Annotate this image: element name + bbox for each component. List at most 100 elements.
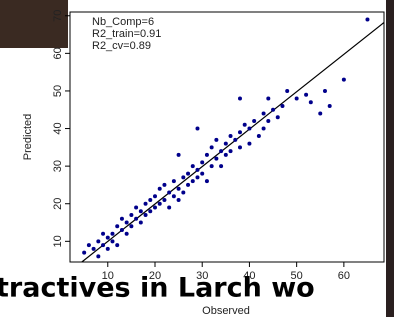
point — [304, 93, 308, 97]
point — [148, 209, 152, 213]
point — [186, 183, 190, 187]
point — [101, 232, 105, 236]
point — [195, 175, 199, 179]
point — [285, 89, 289, 93]
point — [219, 149, 223, 153]
point — [214, 138, 218, 142]
overlay-text: tractives in Larch wo — [0, 273, 315, 304]
point — [110, 239, 114, 243]
point — [172, 194, 176, 198]
point — [144, 202, 148, 206]
point — [262, 112, 266, 116]
point — [162, 183, 166, 187]
point — [210, 164, 214, 168]
annotation: R2_cv=0.89 — [92, 40, 151, 52]
point — [167, 190, 171, 194]
point — [205, 179, 209, 183]
point — [120, 228, 124, 232]
annotation: Nb_Comp=6 — [92, 16, 154, 28]
point — [110, 232, 114, 236]
point — [200, 160, 204, 164]
point — [238, 130, 242, 134]
point — [167, 205, 171, 209]
point — [243, 123, 247, 127]
point — [191, 164, 195, 168]
point — [224, 153, 228, 157]
point — [229, 149, 233, 153]
point — [280, 104, 284, 108]
point — [96, 254, 100, 258]
point — [318, 112, 322, 116]
point — [181, 190, 185, 194]
point — [238, 96, 242, 100]
point — [309, 100, 313, 104]
point — [144, 213, 148, 217]
y-tick-label: 70 — [52, 10, 64, 22]
point — [181, 175, 185, 179]
point — [238, 145, 242, 149]
point — [247, 127, 251, 131]
point — [158, 202, 162, 206]
point — [125, 232, 129, 236]
chart: Nb_Comp=6 R2_train=0.91 R2_cv=0.89 Predi… — [0, 0, 394, 317]
point — [177, 198, 181, 202]
point — [365, 18, 369, 22]
point — [214, 157, 218, 161]
point — [172, 179, 176, 183]
x-tick-label: 60 — [338, 270, 350, 282]
point — [92, 247, 96, 251]
point — [129, 213, 133, 217]
y-tick-label: 10 — [52, 235, 64, 247]
background-strip — [386, 0, 394, 317]
point — [210, 145, 214, 149]
point — [271, 108, 275, 112]
point — [115, 224, 119, 228]
point — [139, 209, 143, 213]
point — [134, 205, 138, 209]
point — [195, 127, 199, 131]
point — [195, 168, 199, 172]
background-photo — [0, 0, 68, 48]
point — [233, 138, 237, 142]
point — [252, 119, 256, 123]
point — [139, 221, 143, 225]
point — [266, 119, 270, 123]
point — [106, 236, 110, 240]
y-tick-label: 50 — [52, 85, 64, 97]
point — [205, 153, 209, 157]
point — [186, 172, 190, 176]
y-tick-label: 20 — [52, 198, 64, 210]
point — [257, 134, 261, 138]
y-axis-label: Predicted — [22, 114, 34, 160]
point — [229, 134, 233, 138]
point — [295, 96, 299, 100]
y-tick-label: 60 — [52, 47, 64, 59]
point — [177, 187, 181, 191]
point — [200, 172, 204, 176]
point — [323, 89, 327, 93]
annotation: R2_train=0.91 — [92, 28, 161, 40]
point — [148, 198, 152, 202]
y-tick-label: 40 — [52, 122, 64, 134]
point — [115, 243, 119, 247]
point — [191, 179, 195, 183]
point — [129, 224, 133, 228]
point — [125, 221, 129, 225]
point — [82, 251, 86, 255]
page: {"chart_data":{"type":"scatter","color":… — [0, 0, 394, 317]
point — [177, 153, 181, 157]
point — [328, 104, 332, 108]
point — [276, 115, 280, 119]
point — [87, 243, 91, 247]
y-tick-label: 30 — [52, 160, 64, 172]
point — [266, 96, 270, 100]
point — [247, 142, 251, 146]
point — [162, 198, 166, 202]
point — [134, 217, 138, 221]
point — [219, 164, 223, 168]
point — [153, 194, 157, 198]
point — [96, 239, 100, 243]
point — [262, 127, 266, 131]
point — [106, 247, 110, 251]
point — [120, 217, 124, 221]
